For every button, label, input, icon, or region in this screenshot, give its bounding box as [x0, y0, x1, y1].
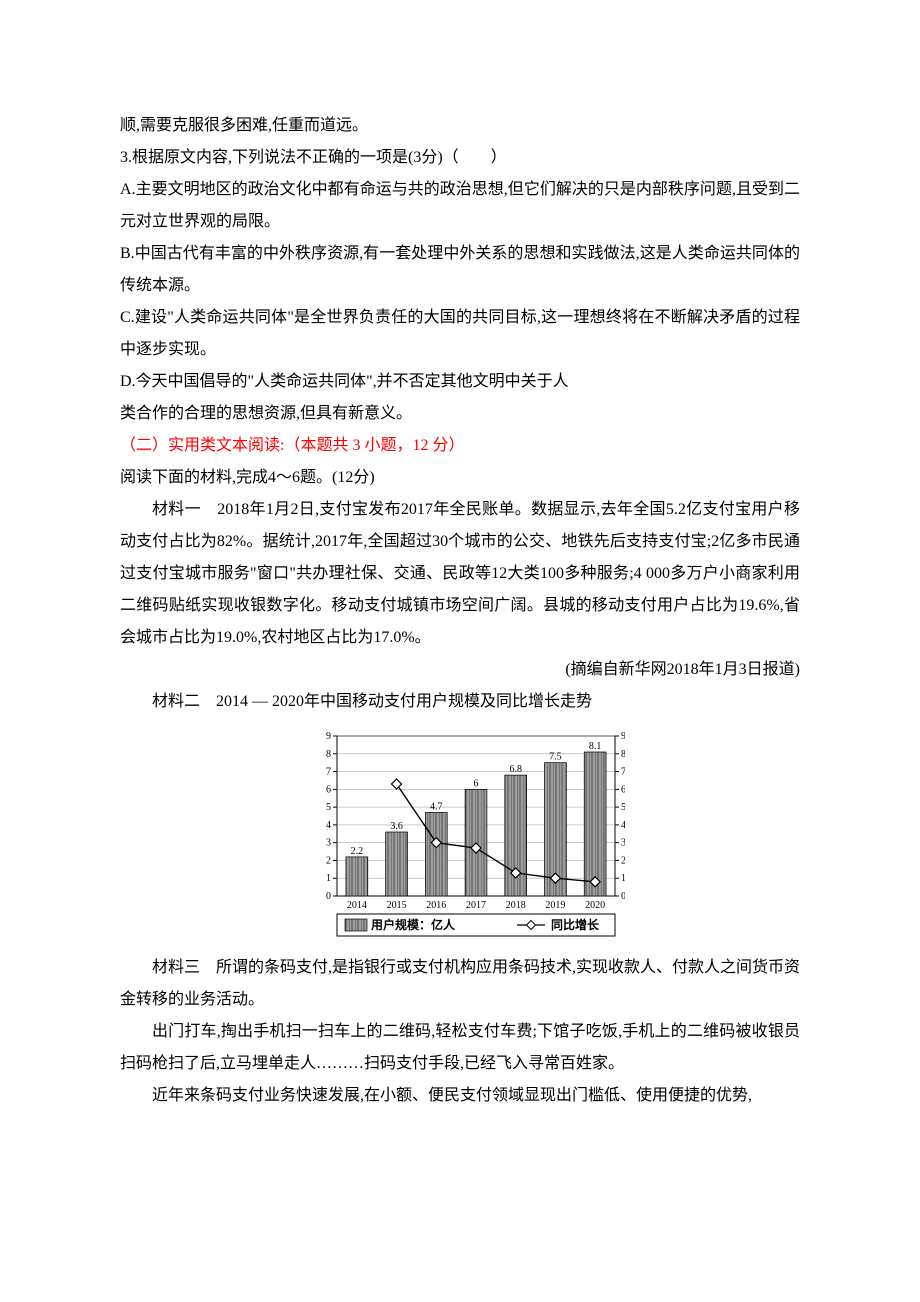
svg-text:同比增长: 同比增长 — [551, 917, 600, 932]
svg-text:7.5: 7.5 — [549, 752, 562, 763]
svg-text:6.8: 6.8 — [509, 764, 522, 775]
svg-text:2017: 2017 — [466, 900, 486, 911]
svg-text:3.6: 3.6 — [390, 821, 403, 832]
svg-text:2: 2 — [326, 855, 331, 866]
q3-option-d-line1: D.今天中国倡导的"人类命运共同体",并不否定其他文明中关于人 — [120, 366, 800, 398]
q3-option-d-line2: 类合作的合理的思想资源,但具有新意义。 — [120, 398, 800, 430]
svg-text:10.00%: 10.00% — [621, 873, 625, 884]
svg-text:2014: 2014 — [347, 900, 367, 911]
chart-container: 01234567890.00%10.00%20.00%30.00%40.00%5… — [295, 728, 625, 938]
svg-text:2.2: 2.2 — [351, 846, 364, 857]
q3-option-b: B.中国古代有丰富的中外秩序资源,有一套处理中外关系的思想和实践做法,这是人类命… — [120, 238, 800, 302]
material-1-body: 材料一 2018年1月2日,支付宝发布2017年全民账单。数据显示,去年全国5.… — [120, 494, 800, 654]
section-2-heading: （二）实用类文本阅读:（本题共 3 小题，12 分） — [120, 430, 800, 462]
svg-text:2020: 2020 — [585, 900, 605, 911]
svg-text:4.7: 4.7 — [430, 801, 443, 812]
q3-option-a: A.主要文明地区的政治文化中都有命运与共的政治思想,但它们解决的只是内部秩序问题… — [120, 174, 800, 238]
svg-text:1: 1 — [326, 873, 331, 884]
svg-text:0.00%: 0.00% — [621, 891, 625, 902]
svg-text:8: 8 — [326, 749, 331, 760]
svg-text:3: 3 — [326, 838, 331, 849]
svg-text:60.00%: 60.00% — [621, 784, 625, 795]
svg-text:用户规模：亿人: 用户规模：亿人 — [370, 917, 456, 932]
material-1-source: (摘编自新华网2018年1月3日报道) — [120, 654, 800, 686]
material-3-p3: 近年来条码支付业务快速发展,在小额、便民支付领域显现出门槛低、使用便捷的优势, — [120, 1080, 800, 1112]
svg-text:2015: 2015 — [387, 900, 407, 911]
svg-text:80.00%: 80.00% — [621, 749, 625, 760]
mobile-payment-chart: 01234567890.00%10.00%20.00%30.00%40.00%5… — [295, 728, 625, 938]
svg-text:30.00%: 30.00% — [621, 838, 625, 849]
material-3-p1: 材料三 所谓的条码支付,是指银行或支付机构应用条码技术,实现收款人、付款人之间货… — [120, 952, 800, 1016]
svg-text:50.00%: 50.00% — [621, 802, 625, 813]
svg-text:90.00%: 90.00% — [621, 731, 625, 742]
svg-text:2019: 2019 — [545, 900, 565, 911]
svg-text:70.00%: 70.00% — [621, 767, 625, 778]
trailing-line: 顺,需要克服很多困难,任重而道远。 — [120, 110, 800, 142]
svg-text:20.00%: 20.00% — [621, 855, 625, 866]
material-2-title: 材料二 2014 — 2020年中国移动支付用户规模及同比增长走势 — [120, 686, 800, 718]
svg-text:4: 4 — [326, 820, 331, 831]
q3-stem: 3.根据原文内容,下列说法不正确的一项是(3分)（ ） — [120, 142, 800, 174]
svg-text:7: 7 — [326, 767, 331, 778]
q3-option-c: C.建设"人类命运共同体"是全世界负责任的大国的共同目标,这一理想终将在不断解决… — [120, 302, 800, 366]
svg-text:0: 0 — [326, 891, 331, 902]
svg-text:9: 9 — [326, 731, 331, 742]
svg-text:6: 6 — [326, 784, 331, 795]
svg-text:5: 5 — [326, 802, 331, 813]
svg-text:6: 6 — [474, 778, 479, 789]
svg-text:2018: 2018 — [506, 900, 526, 911]
svg-text:2016: 2016 — [426, 900, 446, 911]
material-3-p2: 出门打车,掏出手机扫一扫车上的二维码,轻松支付车费;下馆子吃饭,手机上的二维码被… — [120, 1016, 800, 1080]
svg-text:40.00%: 40.00% — [621, 820, 625, 831]
svg-text:8.1: 8.1 — [589, 741, 602, 752]
read-instruction: 阅读下面的材料,完成4～6题。(12分) — [120, 462, 800, 494]
